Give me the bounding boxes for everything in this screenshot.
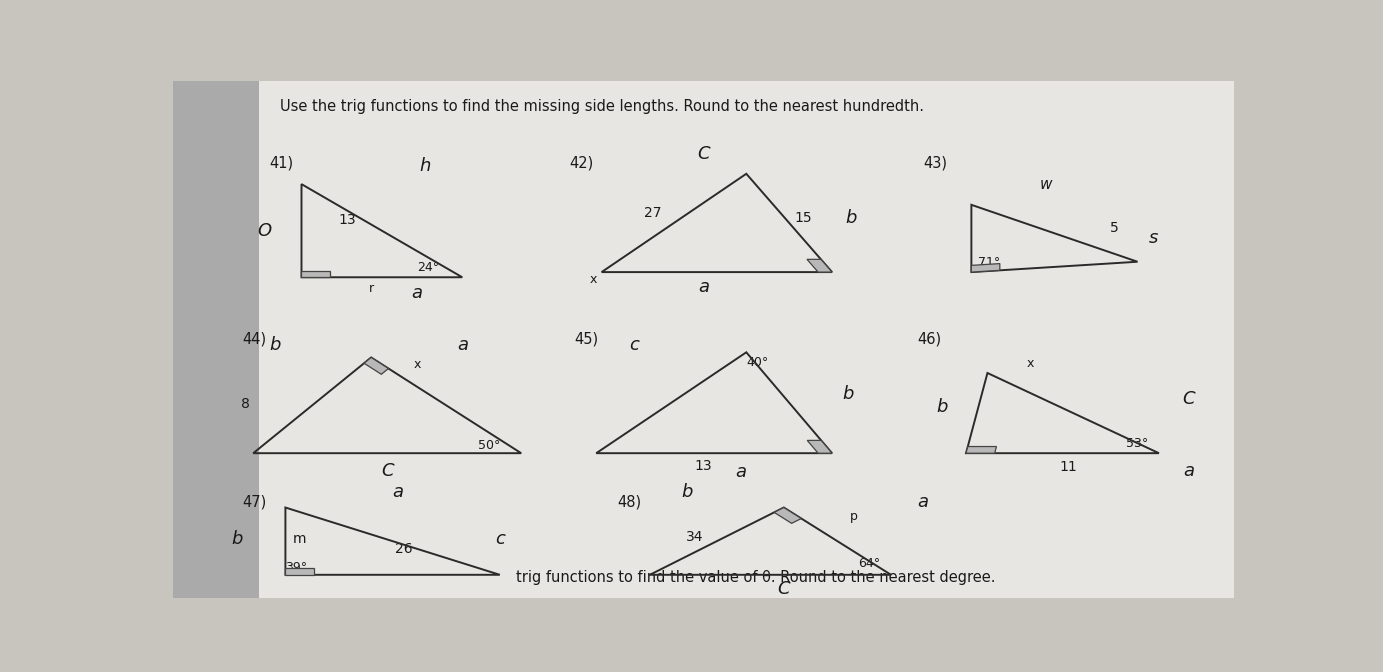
Text: c: c [629,335,639,353]
Text: b: b [682,483,693,501]
Text: trig functions to find the value of θ. Round to the nearest degree.: trig functions to find the value of θ. R… [516,570,996,585]
Text: 45): 45) [575,331,599,347]
Text: C: C [777,580,790,598]
Text: p: p [849,510,857,523]
Text: 71°: 71° [979,256,1001,269]
Text: m: m [293,532,306,546]
Text: 44): 44) [242,331,267,347]
Polygon shape [971,263,1000,272]
Text: 50°: 50° [479,439,501,452]
Text: Use the trig functions to find the missing side lengths. Round to the nearest hu: Use the trig functions to find the missi… [279,99,924,114]
Text: 13: 13 [694,459,712,473]
Text: 11: 11 [1059,460,1077,474]
Text: x: x [414,358,420,371]
FancyBboxPatch shape [173,81,259,598]
Text: 13: 13 [339,213,357,227]
Text: 47): 47) [242,495,267,509]
Text: C: C [697,145,709,163]
Polygon shape [774,507,801,523]
Text: b: b [845,209,857,226]
Polygon shape [808,440,833,453]
Text: 39°: 39° [285,560,307,573]
Text: 53°: 53° [1126,437,1149,450]
Text: 40°: 40° [745,356,768,369]
Text: b: b [936,398,949,415]
Polygon shape [808,259,833,272]
Text: x: x [589,274,596,286]
Text: b: b [231,530,243,548]
Text: b: b [842,384,853,403]
Text: C: C [1182,390,1195,408]
Text: h: h [419,157,430,175]
Polygon shape [301,271,331,278]
Text: c: c [495,530,505,548]
Text: w: w [1040,177,1052,192]
Text: a: a [698,278,709,296]
Text: 5: 5 [1109,221,1119,235]
Text: a: a [918,493,928,511]
Polygon shape [248,81,1234,598]
Text: 24°: 24° [416,261,438,274]
Text: a: a [736,463,747,481]
Text: r: r [369,282,373,295]
Text: b: b [270,335,281,353]
Text: 46): 46) [918,331,942,347]
Text: 8: 8 [241,397,250,411]
Text: x: x [1026,358,1034,370]
Text: 41): 41) [270,156,293,171]
Text: 27: 27 [644,206,662,220]
Text: 48): 48) [618,495,642,509]
Text: a: a [1184,462,1195,480]
Polygon shape [965,446,997,453]
Text: a: a [393,483,404,501]
Text: O: O [257,222,271,240]
Text: 43): 43) [924,156,947,171]
Text: 42): 42) [570,156,593,171]
Text: C: C [380,462,394,480]
Polygon shape [285,568,314,575]
Text: 15: 15 [794,211,812,224]
Polygon shape [364,358,389,374]
Text: 26: 26 [394,542,412,556]
Text: a: a [412,284,423,302]
Text: 64°: 64° [859,558,881,571]
Text: 34: 34 [686,530,704,544]
Text: s: s [1149,229,1159,247]
Text: a: a [456,335,467,353]
